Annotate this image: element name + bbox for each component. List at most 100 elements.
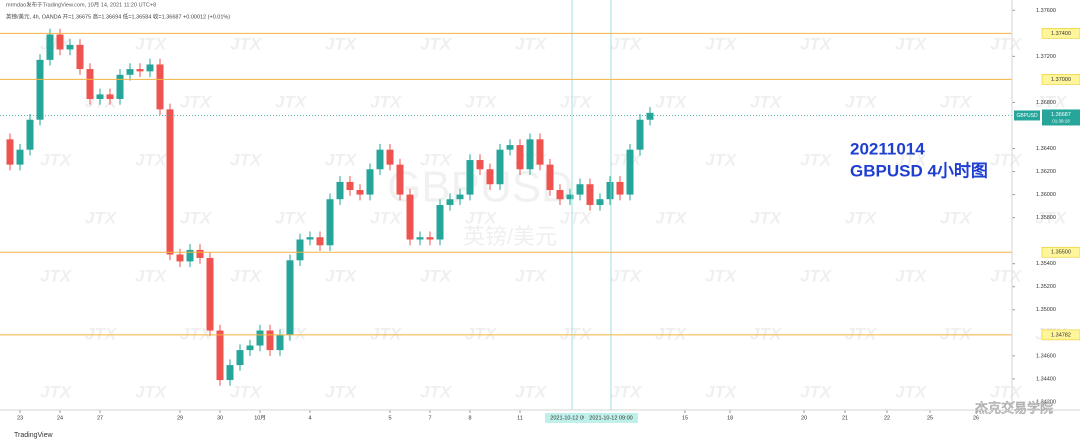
crosshair-label: 2021-10-12 09:00 — [550, 415, 593, 421]
x-tick-label: 8 — [468, 415, 471, 421]
x-tick-label: 26 — [973, 415, 979, 421]
level-label-bg — [1041, 246, 1080, 258]
watermark: JTX — [655, 208, 688, 227]
y-tick-label: 1.35800 — [1036, 215, 1056, 221]
watermark: JTX — [230, 266, 263, 285]
candle-body — [196, 249, 204, 258]
candle-body — [386, 149, 394, 165]
watermark: JTX — [705, 34, 738, 53]
candle-body — [136, 69, 144, 72]
watermark: JTX — [895, 34, 928, 53]
watermark: JTX — [180, 208, 213, 227]
watermark: JTX — [705, 382, 738, 401]
x-tick-label: 24 — [57, 415, 63, 421]
watermark: JTX — [560, 324, 593, 343]
x-tick-label: 27 — [97, 415, 103, 421]
watermark: JTX — [895, 150, 928, 169]
candle-body — [26, 119, 34, 150]
crosshair-label-bg — [545, 413, 599, 423]
watermark: JTX — [275, 208, 308, 227]
watermark: JTX — [135, 266, 168, 285]
price-tag-label: 1.36687 — [1051, 112, 1071, 118]
watermark: JTX — [420, 34, 453, 53]
watermark: JTX — [135, 34, 168, 53]
watermark: JTX — [990, 150, 1023, 169]
candle-body — [596, 199, 604, 205]
level-label: 1.37400 — [1051, 31, 1071, 37]
watermark: JTX — [655, 324, 688, 343]
level-label-bg — [1041, 28, 1080, 39]
symbol-tag-label: GBPUSD — [1016, 113, 1038, 119]
y-tick-label: 1.35000 — [1036, 307, 1056, 313]
candle-body — [186, 249, 194, 262]
candle-body — [606, 181, 614, 200]
candle-body — [566, 194, 574, 200]
watermark: JTX — [230, 150, 263, 169]
watermark: JTX — [750, 92, 783, 111]
candle-body — [96, 94, 104, 99]
candle-body — [356, 189, 364, 195]
candle-body — [496, 149, 504, 185]
x-tick-label: 22 — [884, 415, 890, 421]
watermark: JTX — [420, 382, 453, 401]
watermark: JTX — [800, 150, 833, 169]
candle-body — [76, 44, 84, 70]
watermark: JTX — [370, 324, 403, 343]
y-tick-label: 1.36800 — [1036, 100, 1056, 106]
candle-body — [166, 109, 174, 255]
candle-body — [276, 335, 284, 351]
candle-body — [236, 350, 244, 366]
watermark: JTX — [325, 34, 358, 53]
x-tick-label: 18 — [727, 415, 733, 421]
watermark: JTX — [40, 382, 73, 401]
watermark: JTX — [845, 92, 878, 111]
watermark: JTX — [845, 208, 878, 227]
candle-body — [36, 59, 44, 120]
watermark: JTX — [610, 34, 643, 53]
candle-body — [206, 257, 214, 331]
watermark: JTX — [560, 92, 593, 111]
x-tick-label: 5 — [388, 415, 391, 421]
watermark: JTX — [85, 324, 118, 343]
watermark: JTX — [40, 34, 73, 53]
y-tick-label: 1.35200 — [1036, 284, 1056, 290]
x-tick-label: 23 — [17, 415, 23, 421]
level-label-bg — [1041, 329, 1080, 341]
candle-body — [56, 34, 64, 50]
candle-body — [346, 181, 354, 190]
candle-body — [516, 145, 524, 170]
watermark: JTX — [85, 208, 118, 227]
watermark: JTX — [465, 92, 498, 111]
watermark: JTX — [325, 266, 358, 285]
candle-body — [646, 112, 654, 120]
watermark: JTX — [180, 92, 213, 111]
candle-body — [146, 64, 154, 72]
x-tick-label: 21 — [842, 415, 848, 421]
candle-body — [626, 149, 634, 195]
watermark: JTX — [610, 382, 643, 401]
watermark: JTX — [655, 92, 688, 111]
watermark: JTX — [230, 34, 263, 53]
level-label: 1.35500 — [1051, 250, 1071, 256]
y-tick-label: 1.36200 — [1036, 169, 1056, 175]
watermark: JTX — [750, 208, 783, 227]
watermark: JTX — [420, 266, 453, 285]
candle-body — [586, 184, 594, 205]
watermark: JTX — [325, 382, 358, 401]
candle-body — [446, 199, 454, 205]
watermark: JTX — [135, 150, 168, 169]
watermark: JTX — [1035, 92, 1068, 111]
candle-body — [616, 181, 624, 195]
candle-body — [296, 239, 304, 261]
watermark: JTX — [940, 92, 973, 111]
candle-body — [426, 237, 434, 240]
y-tick-label: 1.36400 — [1036, 146, 1056, 152]
watermark: JTX — [465, 324, 498, 343]
watermark: JTX — [370, 92, 403, 111]
annotation: 20211014 — [850, 139, 925, 158]
candle-body — [466, 160, 474, 195]
watermark-name: 英镑/美元 — [463, 224, 557, 249]
crosshair-label: 2021-10-12 09:00 — [589, 415, 632, 421]
watermark: JTX — [800, 34, 833, 53]
